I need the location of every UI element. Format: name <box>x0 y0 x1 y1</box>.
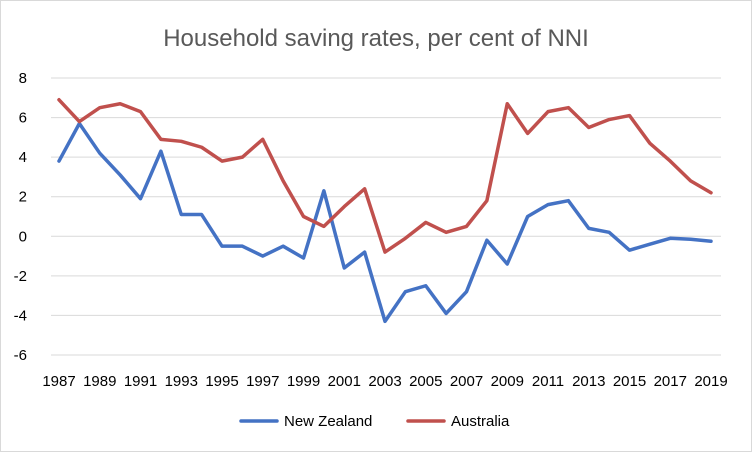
x-tick-label: 1995 <box>205 373 238 390</box>
x-tick-label: 2019 <box>694 373 727 390</box>
x-tick-label: 1989 <box>83 373 116 390</box>
y-tick-label: 2 <box>19 189 27 206</box>
y-tick-label: -4 <box>14 307 27 324</box>
x-tick-label: 1993 <box>165 373 198 390</box>
gridlines <box>51 77 721 356</box>
x-axis-ticks: 1987 1989 1991 1993 1995 1997 1999 2001 2003 2005… <box>42 373 727 390</box>
y-tick-label: -2 <box>14 268 27 285</box>
x-tick-label: 1997 <box>246 373 279 390</box>
legend: New Zealand Australia <box>239 413 510 430</box>
y-tick-label: 0 <box>19 228 27 245</box>
chart-title: Household saving rates, per cent of NNI <box>163 25 589 52</box>
x-tick-label: 1987 <box>42 373 75 390</box>
series-line-new-zealand <box>57 121 713 324</box>
series-lines <box>57 98 713 324</box>
legend-label-new-zealand: New Zealand <box>284 413 372 430</box>
x-tick-label: 2007 <box>450 373 483 390</box>
x-tick-label: 2009 <box>491 373 524 390</box>
y-axis-ticks: -6 -4 -2 0 2 4 6 8 <box>14 70 27 364</box>
x-tick-label: 2011 <box>532 373 564 390</box>
x-tick-label: 2017 <box>654 373 687 390</box>
x-tick-label: 1999 <box>287 373 320 390</box>
x-tick-label: 2005 <box>409 373 442 390</box>
y-tick-label: 6 <box>19 110 27 127</box>
y-tick-label: -6 <box>14 347 27 364</box>
y-tick-label: 4 <box>19 149 27 166</box>
series-line-australia <box>57 98 713 254</box>
y-tick-label: 8 <box>19 70 27 87</box>
x-tick-label: 2001 <box>328 373 361 390</box>
x-tick-label: 2015 <box>613 373 646 390</box>
x-tick-label: 1991 <box>124 373 157 390</box>
x-tick-label: 2013 <box>572 373 605 390</box>
legend-label-australia: Australia <box>451 413 510 430</box>
x-tick-label: 2003 <box>368 373 401 390</box>
